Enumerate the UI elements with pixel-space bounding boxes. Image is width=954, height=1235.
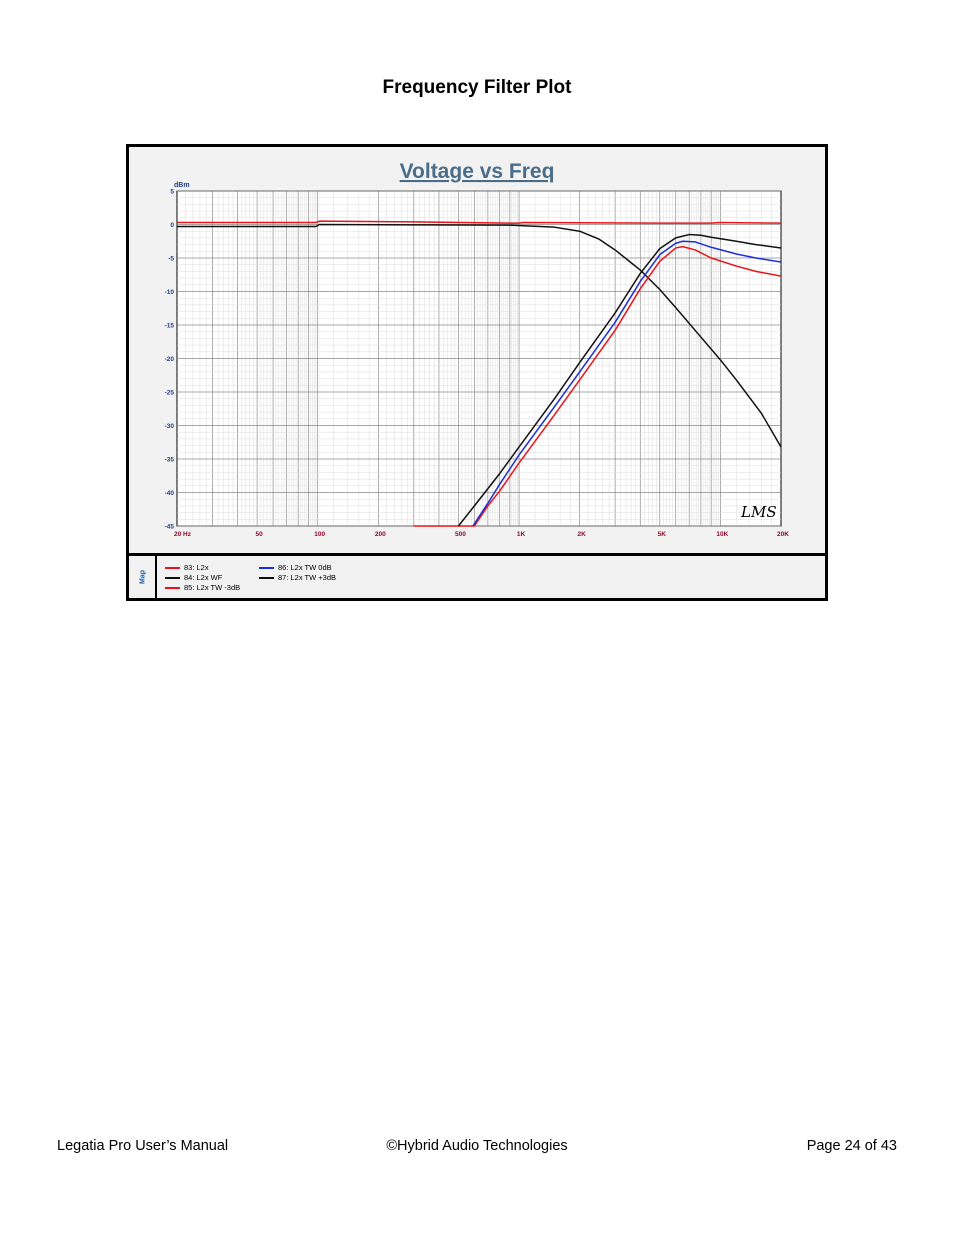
legend-entry: 85: L2x TW -3dB <box>165 583 240 592</box>
x-tick-label: 500 <box>455 531 466 538</box>
legend-label: 87: L2x TW +3dB <box>278 573 337 582</box>
legend-label: 83: L2x <box>184 563 209 572</box>
legend-swatch <box>259 576 274 579</box>
series-line-4 <box>472 240 781 527</box>
legend-swatch <box>165 586 180 589</box>
legend-entry: 83: L2x <box>165 563 209 572</box>
legend-label: 85: L2x TW -3dB <box>184 583 241 592</box>
page-title: Frequency Filter Plot <box>382 77 572 98</box>
legend-label: 84: L2x WF <box>184 573 223 582</box>
series-line-3 <box>413 245 781 527</box>
legend-map-label: Map <box>139 570 147 584</box>
y-tick-label: 0 <box>170 222 174 229</box>
x-tick-label: 100 <box>314 531 325 538</box>
y-axis-ticks: 5 0 -5 -10 -15 -20 -25 -30 -35 -40 -45 <box>165 189 175 531</box>
lms-watermark: LMS <box>740 503 777 521</box>
x-tick-label: 10K <box>716 531 728 538</box>
legend-swatch <box>165 576 180 579</box>
y-tick-label: -35 <box>165 457 175 464</box>
x-tick-label: 20 Hz <box>174 531 192 538</box>
legend-swatch <box>259 566 274 569</box>
y-tick-label: -40 <box>165 490 175 497</box>
x-tick-label: 20K <box>777 531 789 538</box>
legend-entry: 86: L2x TW 0dB <box>259 563 332 572</box>
legend-swatch <box>165 566 180 569</box>
chart-title: Voltage vs Freq <box>400 160 555 183</box>
y-tick-label: -5 <box>168 256 174 263</box>
y-tick-label: -15 <box>165 323 175 330</box>
y-tick-label: -10 <box>165 289 175 296</box>
x-axis-ticks: 20 Hz 50 100 200 500 1K 2K 5K 10K 20K <box>174 531 789 538</box>
series-line-2 <box>177 223 781 448</box>
y-tick-label: 5 <box>170 189 174 196</box>
series-line-1 <box>177 220 781 224</box>
legend-entry: 87: L2x TW +3dB <box>259 573 336 582</box>
y-axis-unit-label: dBm <box>174 182 190 189</box>
x-tick-label: 1K <box>517 531 526 538</box>
legend-label: 86: L2x TW 0dB <box>278 563 332 572</box>
footer-page-number: Page 24 of 43 <box>806 1138 897 1154</box>
y-tick-label: -45 <box>165 524 175 531</box>
legend-entry: 84: L2x WF <box>165 573 222 582</box>
series-lines <box>177 220 781 527</box>
chart-svg: Voltage vs Freq dBm 50-5-10-15-20-25-30-… <box>165 160 790 538</box>
y-tick-label: -30 <box>165 423 175 430</box>
chart-frame: Voltage vs Freq dBm 5 0 -5 -10 -15 -20 -25 -30-… <box>126 144 828 601</box>
x-tick-label: 200 <box>375 531 386 538</box>
legend-map-box: Map <box>129 556 157 598</box>
x-tick-label: 5K <box>658 531 667 538</box>
y-tick-label: -20 <box>165 356 175 363</box>
series-line-5 <box>457 233 781 527</box>
x-tick-label: 2K <box>578 531 587 538</box>
x-tick-label: 50 <box>256 531 264 538</box>
y-tick-label: -25 <box>165 390 175 397</box>
footer-manual-title: Legatia Pro User’s Manual <box>57 1138 229 1154</box>
legend: Map 83: L2x 84: L2x WF 85: L2x TW -3dB 8… <box>129 553 825 598</box>
footer-copyright: ©Hybrid Audio Technologies <box>386 1138 568 1154</box>
